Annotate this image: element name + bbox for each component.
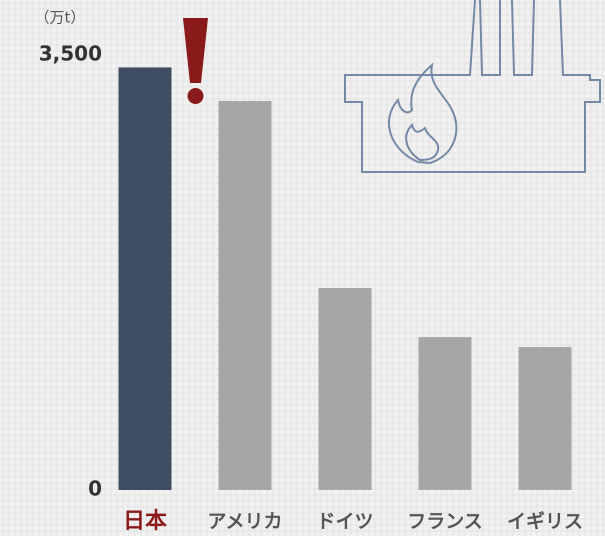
bar: [218, 100, 272, 490]
incinerator-illustration: [344, 0, 601, 173]
x-tick-label: フランス: [407, 511, 483, 533]
x-tick-label: ドイツ: [316, 511, 373, 533]
exclamation-mark: [183, 18, 208, 104]
x-tick-label: イギリス: [507, 511, 583, 533]
y-axis-label: （万t）: [35, 9, 86, 27]
y-tick-label: 0: [88, 477, 102, 501]
x-tick-label: アメリカ: [207, 511, 282, 533]
x-tick-label: 日本: [123, 509, 167, 534]
bar: [118, 67, 172, 490]
bar: [418, 337, 472, 490]
bar: [518, 347, 572, 490]
y-tick-label: 3,500: [39, 42, 102, 66]
bar: [318, 288, 372, 490]
